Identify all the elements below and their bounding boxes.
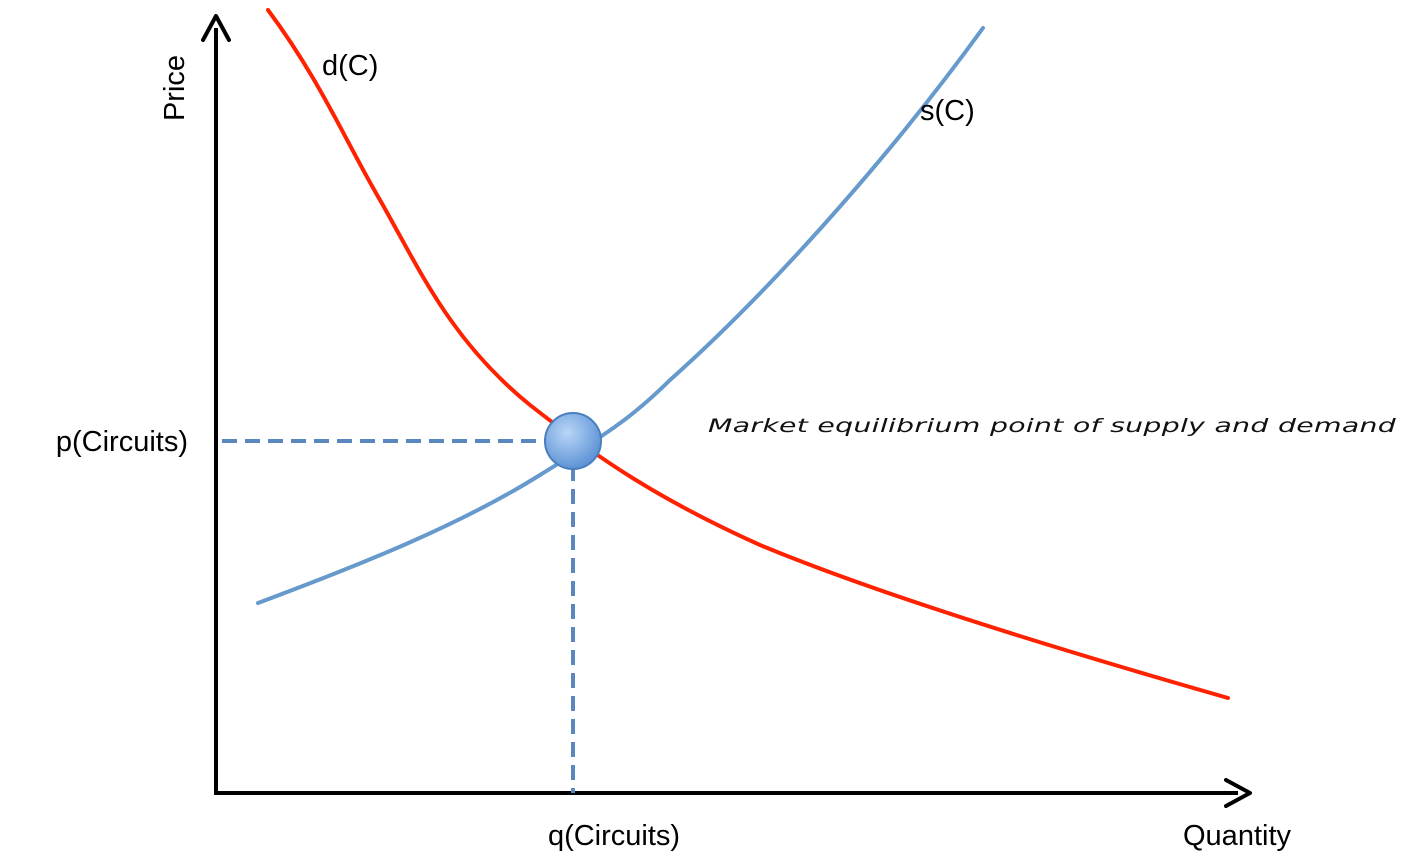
supply-curve-label: s(C)	[920, 95, 975, 127]
y-axis-arrowhead	[201, 14, 231, 42]
equilibrium-annotation: Market equilibrium point of supply and d…	[708, 415, 1397, 437]
x-axis-label: Quantity	[1183, 820, 1291, 852]
quantity-level-label: q(Circuits)	[548, 820, 680, 852]
supply-curve	[256, 26, 985, 605]
price-level-label: p(Circuits)	[56, 426, 188, 458]
demand-curve-label: d(C)	[322, 50, 378, 82]
demand-curve	[266, 8, 1230, 700]
x-axis-arrowhead	[1224, 778, 1252, 808]
y-axis-label: Price	[159, 55, 191, 121]
equilibrium-point	[544, 412, 602, 470]
